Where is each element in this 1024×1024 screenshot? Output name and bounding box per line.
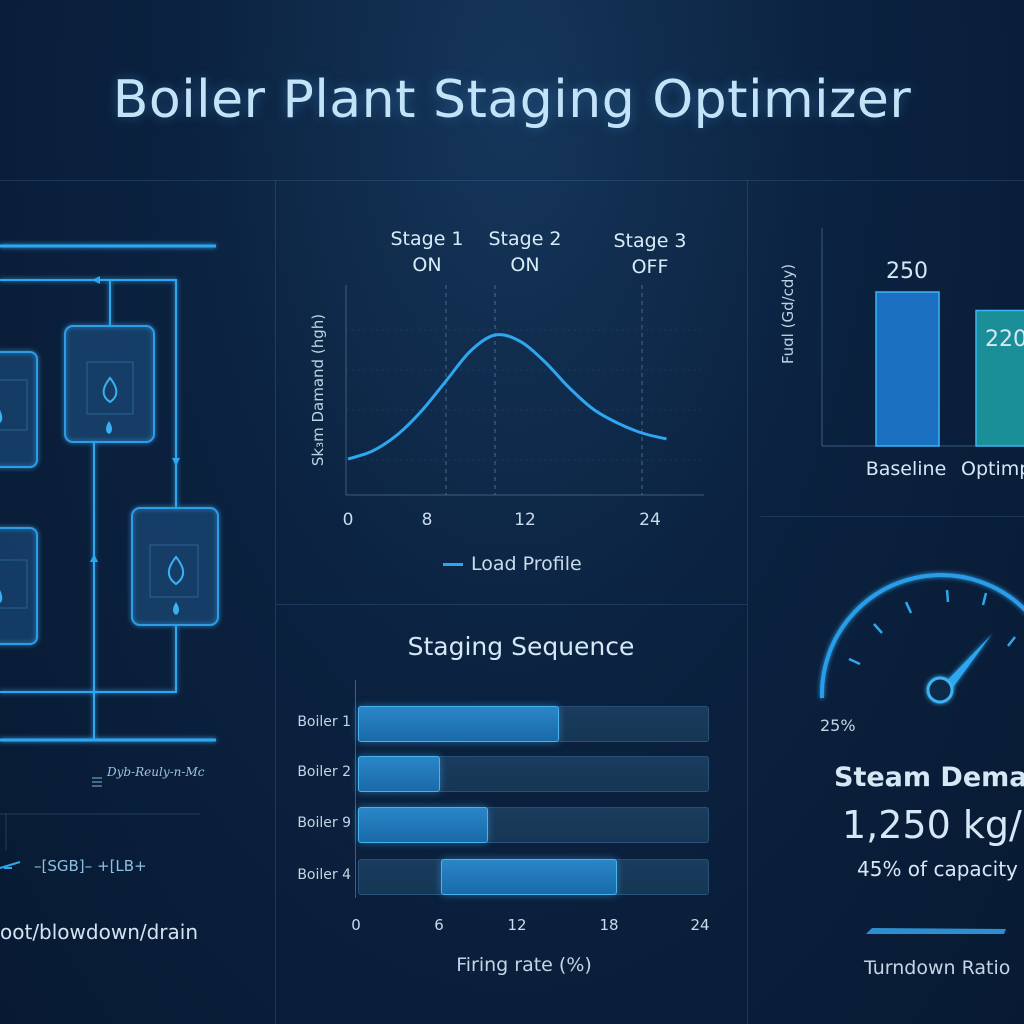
boiler-unit bbox=[131, 507, 219, 626]
staging-bar bbox=[358, 706, 560, 742]
staging-x-tick: 0 bbox=[351, 916, 361, 934]
gauge-title: Steam Demar bbox=[834, 762, 1024, 793]
boiler-label: Boiler 2 bbox=[297, 764, 351, 780]
staging-bar bbox=[358, 756, 440, 792]
staging-x-tick: 6 bbox=[434, 916, 444, 934]
boiler-unit bbox=[0, 351, 38, 468]
schematic-footer: oot/blowdown/drain bbox=[0, 920, 199, 944]
fuel-value-label: 220 bbox=[985, 327, 1024, 352]
load-profile-line bbox=[347, 333, 667, 461]
boiler-label: Boiler 9 bbox=[297, 815, 351, 831]
load-legend: Load Profile bbox=[443, 553, 582, 575]
staging-title: Staging Sequence bbox=[407, 632, 635, 661]
staging-x-tick: 18 bbox=[599, 916, 619, 934]
panel-divider-left bbox=[275, 180, 276, 1024]
fuel-category-label: Optimp bbox=[961, 458, 1024, 480]
legend-code: +[LB+ bbox=[97, 857, 147, 875]
stage-3-label: Stage 3 OFF bbox=[613, 230, 687, 278]
turndown-bar bbox=[866, 928, 1006, 934]
stage-1-label: Stage 1 ON bbox=[390, 228, 464, 276]
fuel-ylabel: Fuɑl (Gd/cdy) bbox=[779, 263, 797, 365]
legend-swatch bbox=[443, 563, 463, 566]
staging-x-tick: 24 bbox=[690, 916, 710, 934]
staging-xlabel: Firing rate (%) bbox=[456, 954, 592, 976]
boiler-unit bbox=[0, 527, 38, 645]
legend-code: –[SGB]– bbox=[34, 857, 93, 875]
load-x-tick: 24 bbox=[639, 510, 661, 530]
staging-axis bbox=[355, 680, 356, 898]
staging-x-tick: 12 bbox=[507, 916, 527, 934]
gauge-subtext: 45% of capacity bbox=[857, 857, 1018, 881]
load-x-tick: 0 bbox=[342, 510, 354, 530]
gauge-arc bbox=[819, 573, 1024, 699]
fuel-category-label: Baseline bbox=[865, 458, 947, 480]
gauge-ticks bbox=[848, 589, 1016, 666]
flame-icon bbox=[102, 376, 185, 586]
fuel-value-label: 250 bbox=[886, 259, 928, 284]
gauge-min-label: 25% bbox=[820, 716, 856, 735]
legend-label: Load Profile bbox=[471, 553, 582, 575]
panel-divider-center bbox=[276, 604, 747, 605]
fuel-bar bbox=[875, 291, 940, 447]
panel-divider-right-h bbox=[760, 516, 1024, 517]
stage-2-label: Stage 2 ON bbox=[488, 228, 562, 276]
page-title: Boiler Plant Staging Optimizer bbox=[112, 70, 912, 130]
turndown-label: Turndown Ratio bbox=[864, 957, 1011, 979]
header-divider bbox=[0, 180, 1024, 181]
boiler-schematic bbox=[0, 244, 219, 869]
legend-code-label: SGB bbox=[47, 857, 79, 875]
boiler-label: Boiler 4 bbox=[297, 867, 351, 883]
gauge-needle bbox=[940, 634, 992, 694]
boiler-unit bbox=[64, 325, 155, 443]
staging-bar bbox=[358, 807, 488, 843]
load-x-tick: 8 bbox=[421, 510, 433, 530]
schematic-note: Dyb-Reuly-n-Mc bbox=[107, 765, 205, 779]
panel-divider-right bbox=[747, 180, 748, 1024]
staging-bar bbox=[440, 859, 618, 895]
load-x-tick: 12 bbox=[514, 510, 536, 530]
legend-code-label: LB+ bbox=[115, 857, 147, 875]
boiler-label: Boiler 1 bbox=[297, 714, 351, 730]
gauge-value: 1,250 kg/h bbox=[842, 803, 1024, 847]
load-ylabel: Sk₃m Damand (hgh) bbox=[309, 313, 327, 467]
